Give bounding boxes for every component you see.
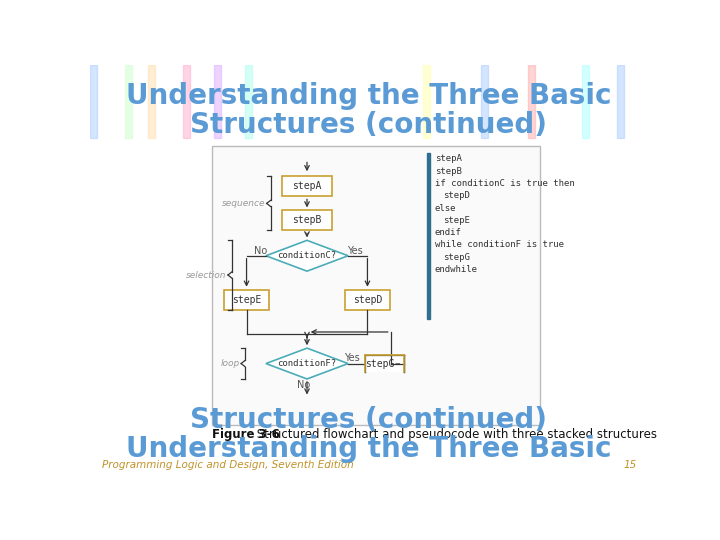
Bar <box>148 65 155 138</box>
Bar <box>125 65 132 138</box>
FancyBboxPatch shape <box>282 177 332 197</box>
Text: Understanding the Three Basic: Understanding the Three Basic <box>126 435 612 463</box>
Bar <box>582 65 589 138</box>
Text: stepA: stepA <box>292 181 322 192</box>
Text: conditionF?: conditionF? <box>277 359 336 368</box>
Text: stepA: stepA <box>435 154 462 163</box>
Text: stepB: stepB <box>292 215 322 225</box>
Bar <box>528 65 535 138</box>
Text: endwhile: endwhile <box>435 265 478 274</box>
Text: Structures (continued): Structures (continued) <box>191 111 547 139</box>
Text: if conditionC is true then: if conditionC is true then <box>435 179 575 188</box>
Text: conditionC?: conditionC? <box>277 251 336 260</box>
Bar <box>90 65 97 138</box>
Text: stepD: stepD <box>443 191 469 200</box>
Text: 15: 15 <box>623 460 636 470</box>
Bar <box>214 65 221 138</box>
Text: stepD: stepD <box>353 295 382 305</box>
Bar <box>423 65 431 138</box>
Text: Structures (continued): Structures (continued) <box>191 406 547 434</box>
Text: while conditionF is true: while conditionF is true <box>435 240 564 249</box>
Text: stepE: stepE <box>232 295 261 305</box>
Bar <box>617 65 624 138</box>
Text: stepG: stepG <box>365 359 395 369</box>
Bar <box>183 65 190 138</box>
Text: No: No <box>297 380 310 390</box>
Text: Understanding the Three Basic: Understanding the Three Basic <box>126 82 612 110</box>
Text: Programming Logic and Design, Seventh Edition: Programming Logic and Design, Seventh Ed… <box>102 460 354 470</box>
Text: Figure 3-6: Figure 3-6 <box>212 428 280 441</box>
Text: –: – <box>394 359 400 369</box>
Text: Yes: Yes <box>347 246 363 256</box>
Text: stepE: stepE <box>443 216 469 225</box>
Polygon shape <box>266 240 348 271</box>
FancyBboxPatch shape <box>345 289 390 309</box>
Text: stepG: stepG <box>443 253 469 262</box>
Text: endif: endif <box>435 228 462 237</box>
FancyBboxPatch shape <box>282 211 332 231</box>
Text: stepB: stepB <box>435 166 462 176</box>
Polygon shape <box>266 348 348 379</box>
Bar <box>482 65 488 138</box>
Text: Structured flowchart and pseudocode with three stacked structures: Structured flowchart and pseudocode with… <box>253 428 657 441</box>
Bar <box>212 146 539 425</box>
Bar <box>365 355 404 372</box>
Text: sequence: sequence <box>222 199 265 208</box>
FancyBboxPatch shape <box>224 289 269 309</box>
Text: else: else <box>435 204 456 213</box>
Text: Yes: Yes <box>344 353 360 363</box>
Bar <box>245 65 252 138</box>
Text: loop: loop <box>220 359 240 368</box>
Text: selection: selection <box>186 271 226 280</box>
Bar <box>427 153 430 319</box>
Text: No: No <box>254 246 267 256</box>
